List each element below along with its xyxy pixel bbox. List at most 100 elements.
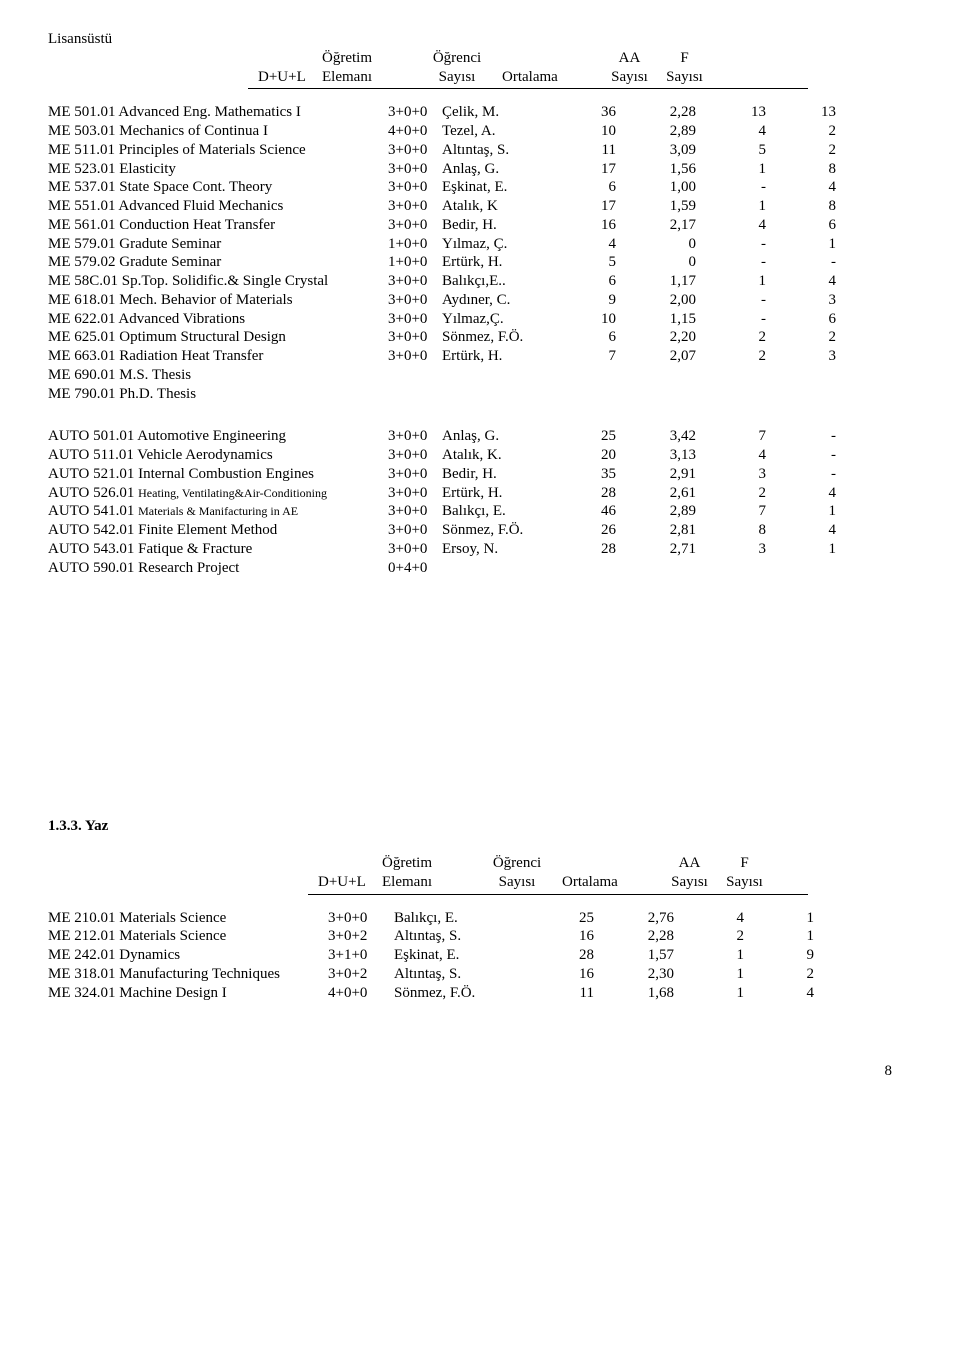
count: 11 [534,984,594,1003]
f-count: 4 [766,272,836,291]
table-row: ME 210.01 Materials Science3+0+0Balıkçı,… [48,909,912,928]
course-name: ME 324.01 Machine Design I [48,984,328,1003]
dul-value: 3+1+0 [328,946,394,965]
course-name: AUTO 526.01 Heating, Ventilating&Air-Con… [48,484,388,503]
instructor: Anlaş, G. [442,427,556,446]
dul-value: 3+0+0 [388,178,442,197]
aa-count: 1 [674,965,744,984]
instructor: Ersoy, N. [442,540,556,559]
hdr-elemani: Elemanı [322,68,412,87]
table-row: AUTO 542.01 Finite Element Method3+0+0Sö… [48,521,912,540]
aa-count: 3 [696,540,766,559]
aa-count: - [696,291,766,310]
aa-count: 8 [696,521,766,540]
course-name: ME 537.01 State Space Cont. Theory [48,178,388,197]
hdr-sayisi: Sayısı [412,68,502,87]
table-row: AUTO 521.01 Internal Combustion Engines3… [48,465,912,484]
aa-count: 2 [696,328,766,347]
dul-value: 3+0+2 [328,927,394,946]
f-count: 3 [766,347,836,366]
instructor: Eşkinat, E. [394,946,534,965]
aa-count: 1 [696,197,766,216]
table-row: ME 561.01 Conduction Heat Transfer3+0+0B… [48,216,912,235]
average: 1,68 [594,984,674,1003]
f-count: 8 [766,160,836,179]
course-name: ME 618.01 Mech. Behavior of Materials [48,291,388,310]
instructor: Ertürk, H. [442,347,556,366]
count: 28 [534,946,594,965]
table-row: ME 579.02 Gradute Seminar1+0+0Ertürk, H.… [48,253,912,272]
f-count: 3 [766,291,836,310]
aa-count: 2 [696,484,766,503]
course-name: ME 579.01 Gradute Seminar [48,235,388,254]
table-row: ME 511.01 Principles of Materials Scienc… [48,141,912,160]
aa-count: 1 [674,946,744,965]
table-row: AUTO 590.01 Research Project0+4+0 [48,559,912,578]
aa-count: - [696,178,766,197]
course-name: AUTO 543.01 Fatique & Fracture [48,540,388,559]
f-count: 2 [766,328,836,347]
count: 6 [556,328,616,347]
course-name: AUTO 541.01 Materials & Manifacturing in… [48,502,388,521]
dul-value: 3+0+0 [388,216,442,235]
count: 46 [556,502,616,521]
instructor: Bedir, H. [442,216,556,235]
table-row: ME 58C.01 Sp.Top. Solidific.& Single Cry… [48,272,912,291]
header-underline-2 [308,894,808,895]
f-count: 2 [766,122,836,141]
course-name: ME 242.01 Dynamics [48,946,328,965]
hdr-ortalama: Ortalama [502,68,602,87]
instructor: Çelik, M. [442,103,556,122]
count: 36 [556,103,616,122]
dul-value: 3+0+2 [328,965,394,984]
count: 28 [556,484,616,503]
average: 1,15 [616,310,696,329]
f-count: - [766,427,836,446]
aa-count: 1 [696,272,766,291]
dul-value: 3+0+0 [388,160,442,179]
table-row: ME 242.01 Dynamics3+1+0Eşkinat, E.281,57… [48,946,912,965]
f-count: - [766,446,836,465]
aa-count: 4 [696,122,766,141]
table-header: Öğretim Öğrenci AA F D+U+L Elemanı Sayıs… [48,49,912,90]
average: 1,00 [616,178,696,197]
count: 20 [556,446,616,465]
header-underline [248,88,808,89]
table-row: ME 690.01 M.S. Thesis [48,366,912,385]
instructor: Ertürk, H. [442,484,556,503]
hdr2-sayisi: Sayısı [472,873,562,892]
dul-value: 3+0+0 [388,446,442,465]
aa-count: 1 [674,984,744,1003]
dul-value: 3+0+0 [388,502,442,521]
f-count: 6 [766,310,836,329]
course-name: ME 523.01 Elasticity [48,160,388,179]
table-row: ME 790.01 Ph.D. Thesis [48,385,912,404]
table-row: ME 579.01 Gradute Seminar1+0+0Yılmaz, Ç.… [48,235,912,254]
count: 7 [556,347,616,366]
average: 1,56 [616,160,696,179]
dul-value: 3+0+0 [388,328,442,347]
instructor: Yılmaz,Ç. [442,310,556,329]
dul-value: 3+0+0 [388,310,442,329]
instructor: Tezel, A. [442,122,556,141]
dul-value: 3+0+0 [388,272,442,291]
count: 9 [556,291,616,310]
count: 5 [556,253,616,272]
hdr2-elemani: Elemanı [382,873,472,892]
count: 25 [556,427,616,446]
average: 1,59 [616,197,696,216]
hdr-f: F [657,49,712,68]
average: 2,91 [616,465,696,484]
course-name: ME 511.01 Principles of Materials Scienc… [48,141,388,160]
count: 10 [556,122,616,141]
average: 2,30 [594,965,674,984]
table-row: ME 318.01 Manufacturing Techniques3+0+2A… [48,965,912,984]
f-count: 13 [766,103,836,122]
course-name: ME 790.01 Ph.D. Thesis [48,385,388,404]
table-row: ME 622.01 Advanced Vibrations3+0+0Yılmaz… [48,310,912,329]
table-row: ME 212.01 Materials Science3+0+2Altıntaş… [48,927,912,946]
dul-value: 3+0+0 [388,540,442,559]
hdr-ogretim: Öğretim [322,49,412,68]
section-title: 1.3.3. Yaz [48,817,912,836]
instructor: Sönmez, F.Ö. [442,328,556,347]
